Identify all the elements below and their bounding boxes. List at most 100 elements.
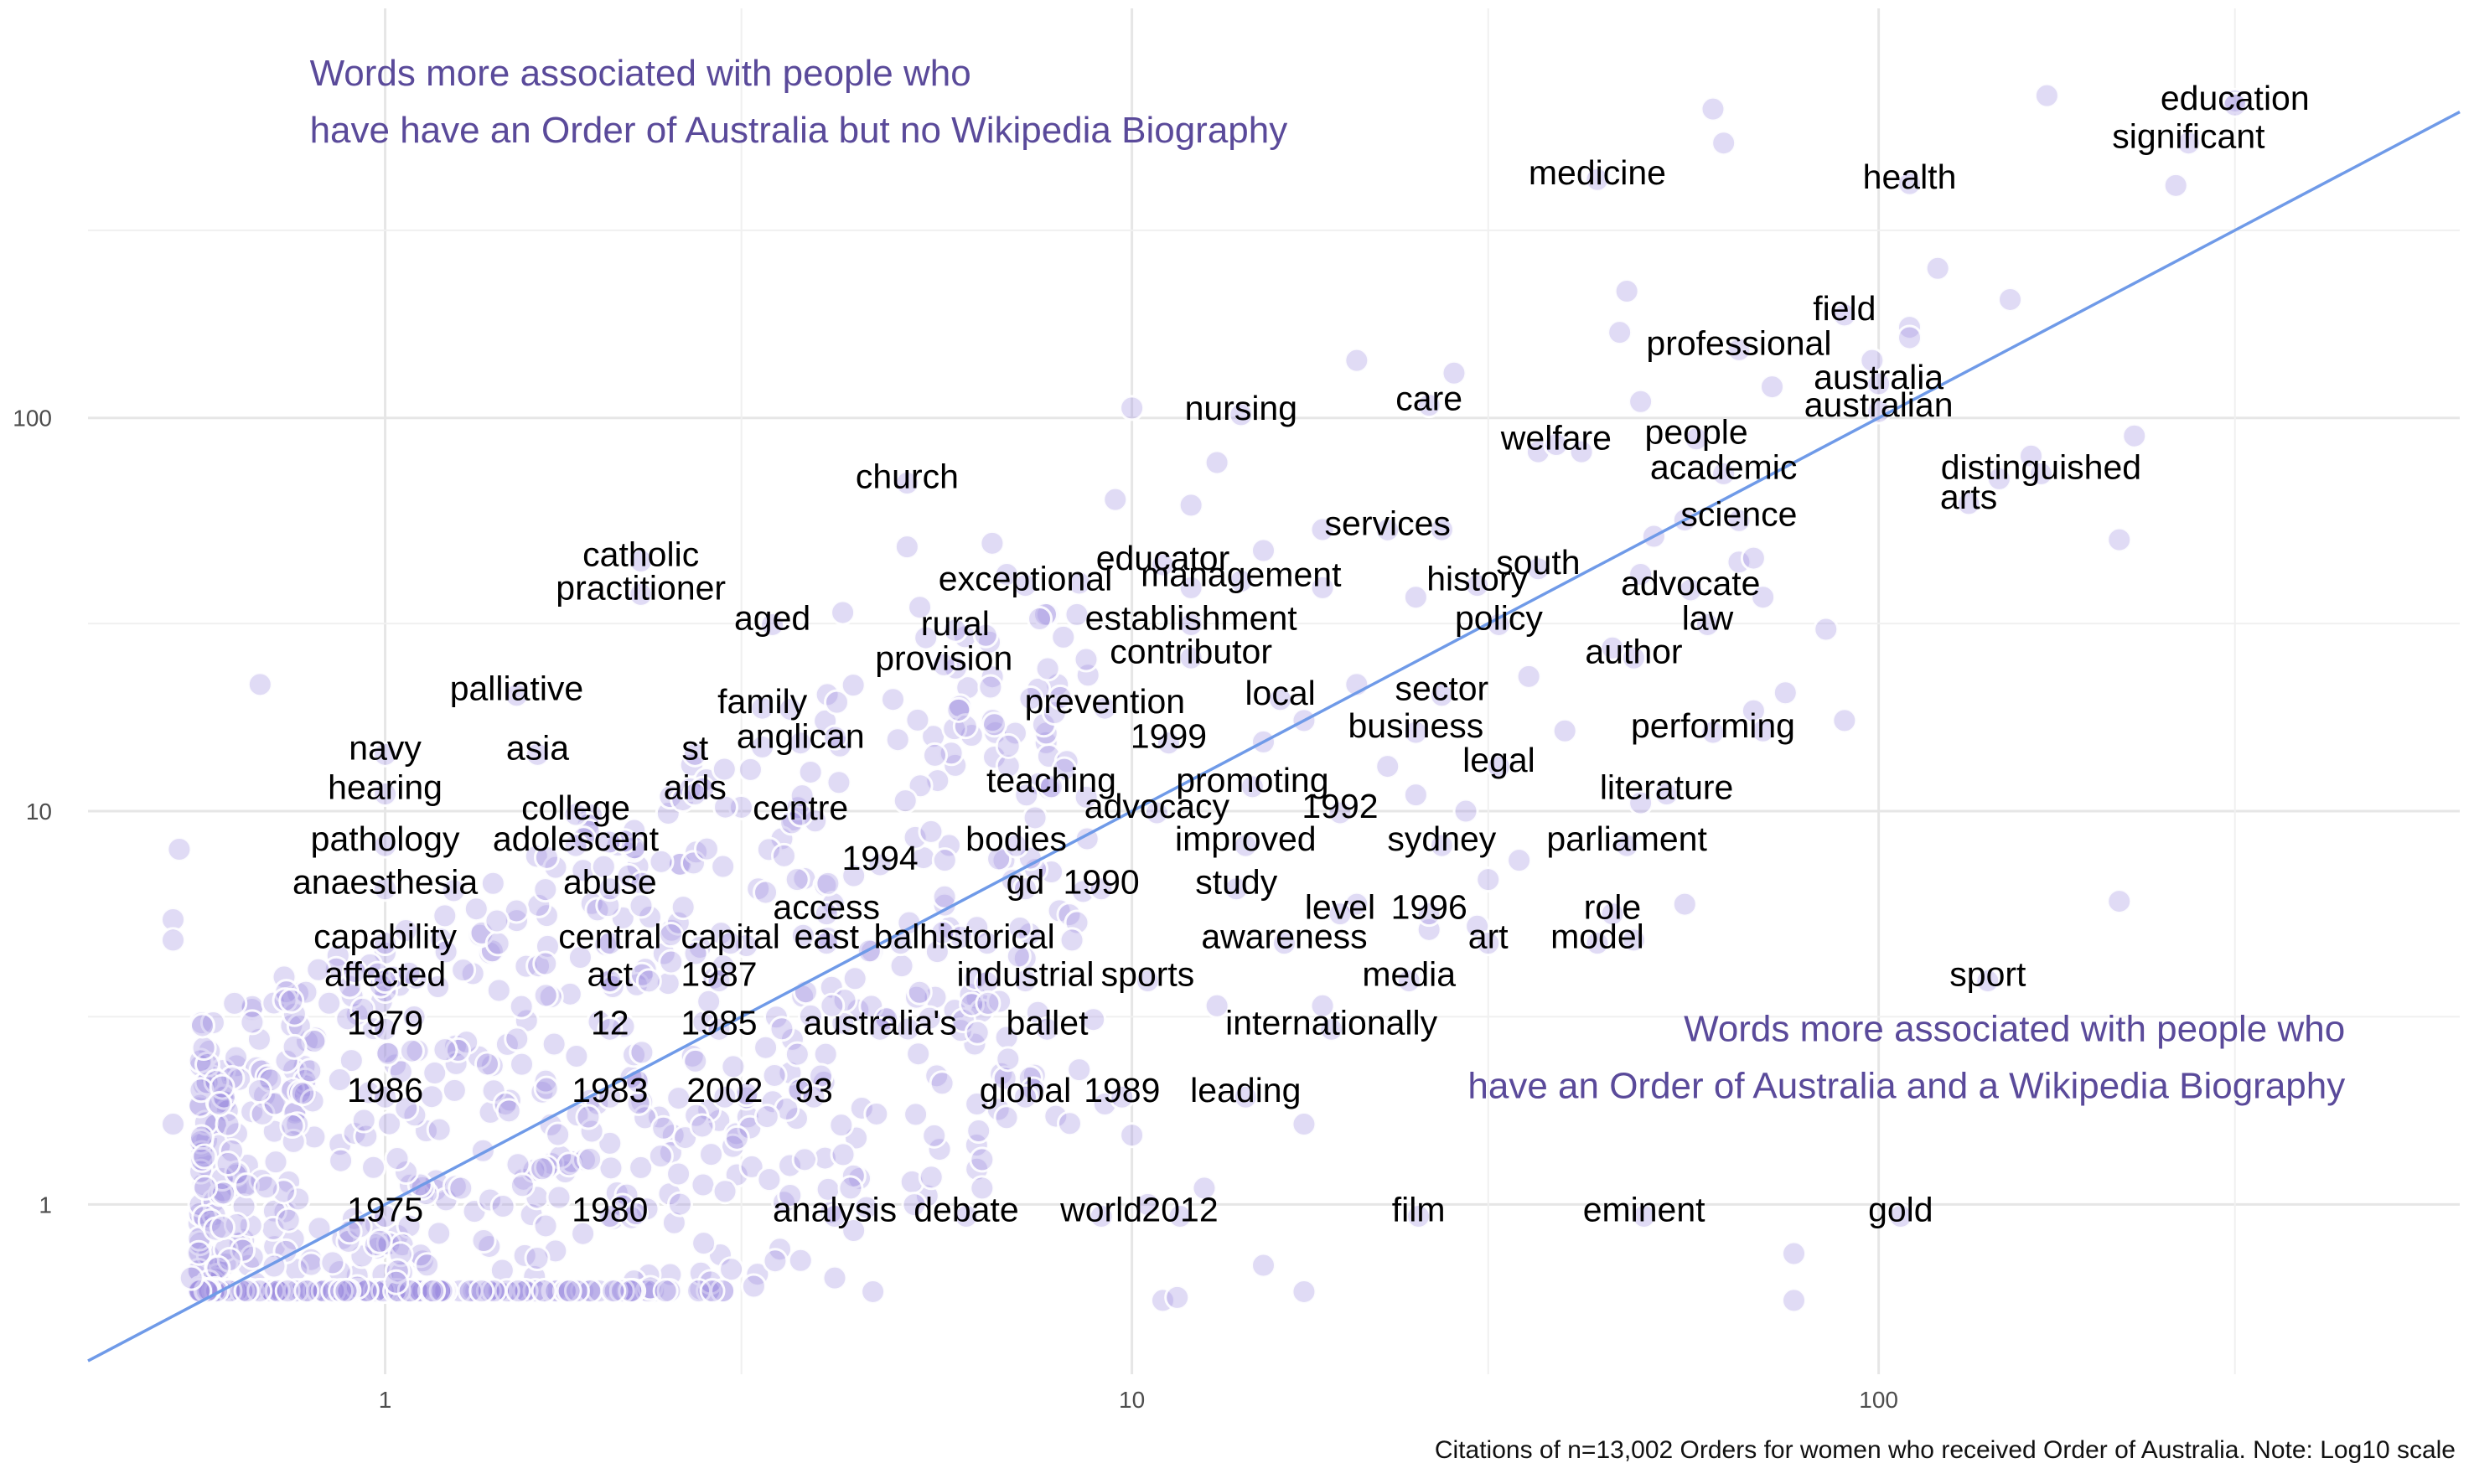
point-label: professional (1646, 323, 1831, 362)
reference-line (87, 110, 2461, 1362)
point-label: 2002 (686, 1071, 763, 1109)
data-point (769, 1016, 795, 1042)
labeled-data-point (1683, 426, 1710, 452)
y-tick-label: 10 (26, 799, 52, 825)
point-label: film (1392, 1191, 1446, 1229)
data-point (918, 1164, 945, 1191)
reference-line-group (87, 110, 2461, 1362)
point-label: role (1584, 888, 1641, 927)
data-point (690, 1171, 717, 1198)
point-label: parliament (1546, 820, 1707, 858)
data-point (323, 955, 349, 982)
data-point (831, 987, 858, 1014)
labeled-data-point (372, 741, 399, 768)
data-point (1119, 1122, 1146, 1149)
annotation-line: have have an Order of Australia but no W… (310, 110, 1288, 151)
data-point (440, 877, 467, 904)
data-point (991, 1065, 1018, 1092)
data-point (797, 758, 824, 785)
labeled-data-point (1631, 1203, 1658, 1230)
point-label: catholic (582, 535, 699, 573)
labeled-data-point (2222, 91, 2249, 118)
labeled-data-point (681, 781, 708, 808)
point-label: bali (874, 918, 928, 956)
labeled-data-point (2175, 130, 2202, 157)
point-label: contributor (1110, 632, 1272, 670)
data-point (1005, 943, 1032, 970)
labeled-data-point (1012, 1083, 1038, 1110)
data-point (265, 1278, 292, 1305)
data-point (1924, 255, 1951, 282)
point-label: south (1496, 543, 1580, 582)
data-point (485, 977, 512, 1004)
data-point (712, 794, 739, 820)
data-point (279, 1113, 306, 1140)
data-point (262, 1149, 289, 1176)
data-point (450, 957, 477, 984)
data-point (387, 1058, 414, 1085)
point-label: internationally (1225, 1003, 1437, 1042)
data-point (420, 1278, 447, 1305)
point-label: 1983 (572, 1071, 648, 1109)
data-point (305, 956, 332, 983)
data-point (689, 1113, 716, 1140)
data-point (215, 1150, 241, 1176)
data-point (1452, 798, 1479, 825)
data-point (160, 906, 187, 933)
data-point (1291, 1278, 1317, 1305)
labeled-data-point (372, 876, 399, 902)
data-point (738, 1153, 765, 1180)
data-point (1772, 680, 1799, 706)
data-point (1164, 1284, 1191, 1311)
point-label: media (1362, 955, 1456, 994)
point-label: model (1550, 918, 1644, 956)
data-point (545, 1121, 572, 1148)
data-point (289, 1080, 316, 1107)
labeled-data-point (1700, 719, 1726, 746)
data-point (470, 1227, 497, 1254)
data-point (1058, 927, 1085, 954)
data-point (355, 1079, 382, 1106)
data-point (618, 1204, 645, 1231)
data-point (529, 1156, 556, 1182)
labeled-data-point (1711, 460, 1737, 487)
labeled-data-point (712, 1083, 738, 1110)
data-point (160, 1111, 187, 1138)
labeled-data-point (1620, 644, 1647, 671)
data-point (979, 664, 1006, 690)
data-point (489, 1193, 516, 1220)
point-label: provision (875, 639, 1012, 677)
data-point (445, 1037, 472, 1063)
data-point (1506, 847, 1533, 874)
labeled-data-point (1726, 336, 1752, 363)
data-point (1515, 663, 1542, 690)
labeled-data-point (1167, 1203, 1193, 1230)
labeled-data-point (974, 930, 1001, 957)
data-point (275, 1207, 302, 1233)
data-point (1250, 537, 1277, 564)
point-label: 2012 (1141, 1191, 1218, 1229)
data-point (1191, 1175, 1218, 1202)
data-point (977, 674, 1004, 701)
data-point (1291, 1111, 1317, 1138)
data-point (888, 953, 915, 980)
labeled-data-point (1177, 644, 1204, 671)
point-label: gd (1007, 863, 1045, 902)
data-point (840, 672, 867, 699)
data-point (650, 1114, 677, 1141)
data-point (567, 944, 593, 971)
data-point (1897, 324, 1923, 351)
point-label: health (1863, 158, 1957, 196)
labeled-data-point (867, 1016, 893, 1042)
point-label: 1990 (1064, 863, 1140, 902)
data-point (396, 959, 422, 986)
data-point (784, 866, 810, 893)
data-point (1309, 516, 1336, 543)
labeled-data-point (749, 695, 776, 721)
data-point (2162, 172, 2189, 199)
data-point (178, 1264, 204, 1291)
data-point (504, 1026, 531, 1052)
data-point (1073, 783, 1100, 810)
point-label: 1992 (1302, 787, 1378, 825)
data-point (326, 1067, 353, 1094)
